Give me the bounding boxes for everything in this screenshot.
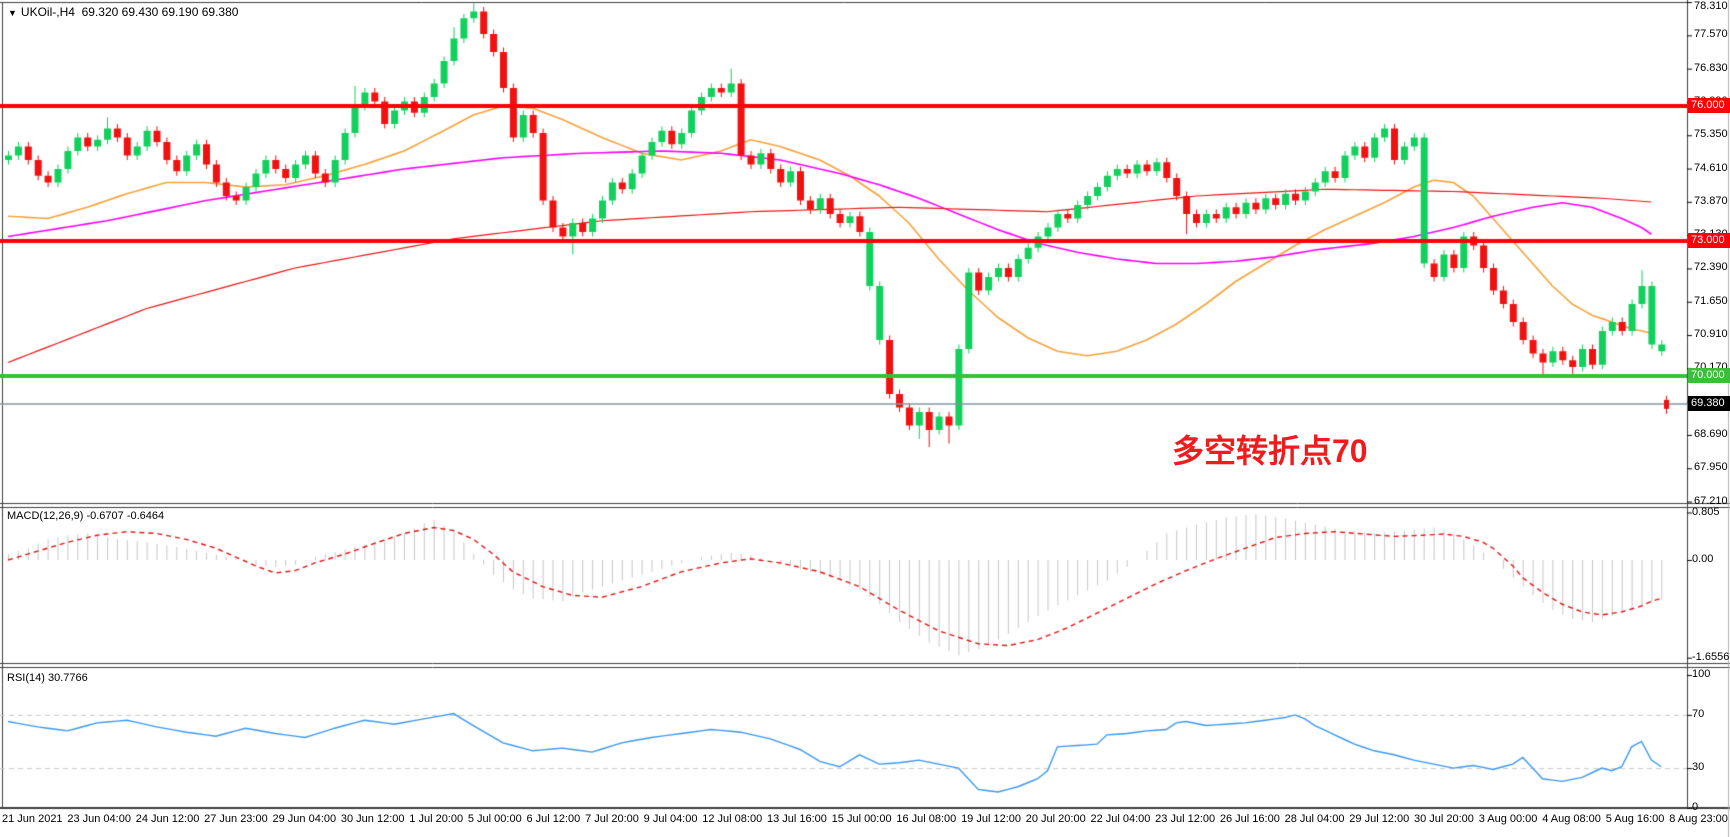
price-tick-label: 73.870 <box>1694 194 1728 207</box>
price-tick-label: 68.690 <box>1694 427 1728 440</box>
time-axis-label: 6 Jul 12:00 <box>526 813 581 825</box>
time-axis-label: 19 Jul 12:00 <box>961 813 1021 825</box>
ohlc-values: 69.320 69.430 69.190 69.380 <box>81 5 239 19</box>
time-axis-label: 23 Jul 12:00 <box>1155 813 1216 825</box>
rsi-tick-label: 30 <box>1692 761 1705 774</box>
time-axis-label: 4 Aug 08:00 <box>1542 813 1601 825</box>
price-tick-label: 70.910 <box>1694 328 1728 341</box>
time-axis-label: 29 Jun 04:00 <box>272 813 337 825</box>
price-level-badge: 70.000 <box>1688 368 1730 383</box>
time-axis-label: 30 Jul 20:00 <box>1413 813 1474 825</box>
rsi-tick-label: 0 <box>1692 801 1699 813</box>
time-axis-label: 8 Aug 23:00 <box>1669 813 1728 825</box>
macd-indicator-label: MACD(12,26,9) -0.6707 -0.6464 <box>7 510 165 522</box>
time-axis-label: 23 Jun 04:00 <box>67 813 131 825</box>
macd-tick-label: 0.805 <box>1692 505 1720 518</box>
price-tick-label: 76.830 <box>1694 61 1728 74</box>
time-axis-label: 28 Jul 04:00 <box>1284 813 1345 825</box>
time-axis-label: 29 Jul 12:00 <box>1349 813 1410 825</box>
time-axis-label: 24 Jun 12:00 <box>135 813 200 825</box>
price-level-badge: 73.000 <box>1688 233 1730 248</box>
time-axis-label: 5 Jul 00:00 <box>467 813 522 825</box>
symbol-timeframe-label: UKOil-,H4 <box>20 5 75 19</box>
time-axis-label: 30 Jun 12:00 <box>340 813 405 825</box>
rsi-tick-label: 100 <box>1692 668 1711 680</box>
time-axis[interactable]: 21 Jun 2021 23 Jun 04:00 24 Jun 12:00 27 Ju… <box>2 813 1728 825</box>
macd-tick-label: 0.00 <box>1692 553 1714 565</box>
symbol-dropdown-icon[interactable]: ▼ <box>8 8 17 18</box>
chart-title: ▼ UKOil-,H4 69.320 69.430 69.190 69.380 <box>8 5 238 19</box>
price-level-badge: 76.000 <box>1688 98 1730 113</box>
chinese-annotation-text: 多空转折点70 <box>1172 433 1368 469</box>
price-tick-label: 71.650 <box>1694 294 1728 307</box>
time-axis-label: 20 Jul 20:00 <box>1025 813 1086 825</box>
price-tick-label: 67.950 <box>1694 461 1728 474</box>
time-axis-label: 7 Jul 20:00 <box>585 813 639 825</box>
price-tick-label: 72.390 <box>1694 261 1728 274</box>
price-tick-label: 75.350 <box>1694 128 1728 141</box>
time-axis-label: 15 Jul 00:00 <box>831 813 892 825</box>
time-axis-label: 27 Jun 23:00 <box>204 813 268 825</box>
price-tick-label: 67.210 <box>1694 494 1728 507</box>
time-axis-label: 26 Jul 16:00 <box>1219 813 1280 825</box>
rsi-tick-label: 70 <box>1692 707 1705 720</box>
time-axis-label: 3 Aug 00:00 <box>1478 813 1538 825</box>
price-tick-label: 74.610 <box>1694 161 1728 174</box>
time-axis-label: 12 Jul 08:00 <box>702 813 763 825</box>
time-axis-label: 16 Jul 08:00 <box>896 813 957 825</box>
macd-tick-label: -1.6556 <box>1692 650 1730 663</box>
time-axis-label: 1 Jul 20:00 <box>409 813 464 825</box>
time-axis-label: 13 Jul 16:00 <box>766 813 827 825</box>
price-tick-label: 78.310 <box>1694 0 1728 12</box>
price-tick-label: 77.570 <box>1694 28 1728 41</box>
time-axis-label: 5 Aug 16:00 <box>1605 813 1665 825</box>
price-level-badge: 69.380 <box>1688 395 1730 411</box>
time-axis-label: 22 Jul 04:00 <box>1090 813 1151 825</box>
time-axis-label: 9 Jul 04:00 <box>643 813 698 825</box>
rsi-indicator-label: RSI(14) 30.7766 <box>7 672 88 684</box>
time-axis-label: 21 Jun 2021 <box>2 813 63 825</box>
